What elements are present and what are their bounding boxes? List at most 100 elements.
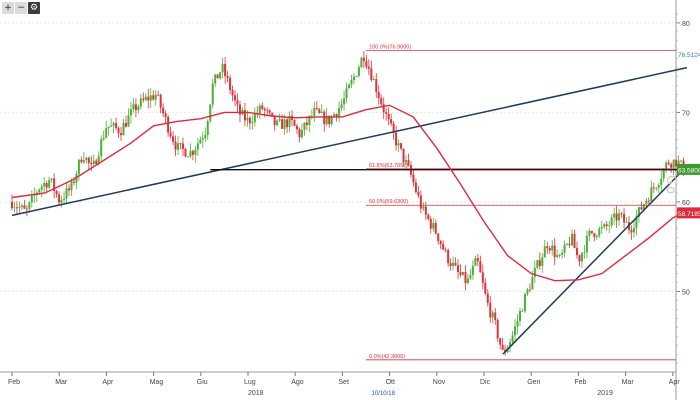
- candle-body: [201, 137, 204, 140]
- candle-body: [476, 258, 479, 262]
- candle-body: [667, 162, 670, 165]
- candle-body: [53, 178, 56, 192]
- candle-body: [372, 79, 375, 80]
- candle-body: [677, 160, 680, 167]
- candle-body: [318, 109, 321, 113]
- candle-body: [87, 157, 90, 163]
- candle-body: [536, 260, 539, 268]
- settings-icon[interactable]: ⚙: [28, 2, 40, 14]
- candle-body: [660, 178, 663, 186]
- x-tick-label: Nov: [433, 379, 446, 386]
- candle-body: [261, 105, 264, 109]
- candle-body: [501, 344, 504, 350]
- candle-body: [169, 132, 172, 137]
- candle-body: [328, 115, 331, 124]
- candle-body: [320, 111, 323, 113]
- candle-body: [15, 207, 18, 209]
- candle-body: [221, 63, 224, 73]
- candle-body: [124, 122, 127, 127]
- candle-body: [474, 258, 477, 266]
- candle-body: [541, 257, 544, 266]
- price-tag-box: [677, 207, 700, 219]
- candle-body: [355, 76, 358, 77]
- candle-body: [112, 123, 115, 126]
- candle-body: [412, 174, 415, 183]
- minus-icon[interactable]: −: [15, 2, 27, 14]
- candle-body: [263, 108, 266, 111]
- candle-body: [330, 116, 333, 124]
- candle-body: [640, 207, 643, 210]
- candle-body: [152, 95, 155, 100]
- candle-body: [367, 66, 370, 69]
- candle-body: [352, 76, 355, 80]
- candle-body: [194, 149, 197, 155]
- candle-body: [303, 122, 306, 130]
- candle-body: [568, 243, 571, 246]
- candle-body: [362, 57, 365, 62]
- candle-body: [189, 151, 192, 157]
- candle-body: [647, 200, 650, 202]
- x-tick-label: Mar: [622, 379, 635, 386]
- candle-body: [209, 104, 212, 121]
- candle-body: [338, 108, 341, 117]
- candle-body: [454, 262, 457, 266]
- candle-body: [157, 94, 160, 96]
- x-axis: Feb Mar Apr Mag Giu Lug Ago Set Ott Nov Dic Gen Feb M…: [8, 372, 680, 397]
- candle-body: [575, 248, 578, 256]
- candle-body: [224, 63, 227, 77]
- candle-body: [350, 79, 353, 85]
- long-term-support-line: [11, 66, 688, 217]
- candle-body: [107, 126, 110, 129]
- candle-body: [159, 94, 162, 108]
- candle-body: [248, 117, 251, 124]
- fib-level-label: 0.0%(42.3600): [369, 354, 405, 360]
- candle-body: [414, 182, 417, 192]
- candle-body: [63, 198, 66, 200]
- plus-icon[interactable]: +: [2, 2, 14, 14]
- candle-body: [196, 143, 199, 150]
- candle-body: [179, 143, 182, 145]
- candle-body: [618, 213, 621, 221]
- candle-body: [30, 195, 33, 203]
- candle-body: [95, 160, 98, 165]
- candle-body: [181, 143, 184, 149]
- candle-body: [652, 187, 655, 189]
- candle-body: [300, 129, 303, 138]
- candle-body: [466, 278, 469, 283]
- candle-body: [100, 139, 103, 157]
- candle-body: [360, 57, 363, 68]
- candle-body: [444, 249, 447, 251]
- candle-body: [528, 289, 531, 291]
- candle-body: [295, 125, 298, 130]
- candle-body: [231, 90, 234, 96]
- candle-body: [590, 230, 593, 234]
- moving-average-line: [11, 104, 688, 282]
- candle-body: [38, 189, 41, 193]
- candle-body: [437, 233, 440, 241]
- candle-body: [449, 263, 452, 267]
- x-tick-label: Feb: [8, 379, 20, 386]
- candle-body: [278, 119, 281, 121]
- candle-body: [77, 159, 80, 175]
- candle-body: [516, 320, 519, 327]
- candle-body: [305, 122, 308, 125]
- candle-body: [526, 289, 529, 294]
- candle-body: [481, 272, 484, 283]
- candle-body: [82, 159, 85, 163]
- candle-body: [28, 202, 31, 209]
- x-tick-label: Set: [338, 379, 349, 386]
- candle-body: [521, 311, 524, 312]
- x-tick-label: Feb: [574, 379, 586, 386]
- candle-body: [580, 252, 583, 262]
- candle-body: [598, 228, 601, 236]
- candle-body: [315, 107, 318, 110]
- candle-body: [566, 243, 569, 245]
- y-tick-label: 60: [682, 200, 690, 207]
- candle-body: [548, 248, 551, 251]
- fib-level-label: 61.8%(63.7057): [369, 163, 408, 169]
- chart-grid: [0, 0, 677, 400]
- candle-body: [546, 246, 549, 249]
- candle-body: [310, 115, 313, 117]
- candle-body: [553, 245, 556, 258]
- candle-body: [253, 113, 256, 123]
